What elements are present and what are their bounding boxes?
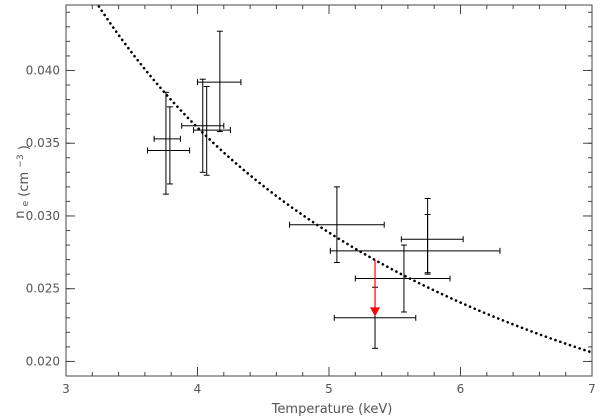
data-point: [153, 106, 181, 185]
y-major-ticks: [66, 69, 592, 362]
x-tick-label: 3: [62, 382, 70, 396]
y-tick-label: 0.025: [26, 282, 60, 296]
error-bars: [147, 30, 501, 349]
upper-limit-marker: [370, 259, 381, 317]
x-tick-labels: 3 4 5 6 7: [62, 382, 596, 396]
data-point: [147, 91, 191, 195]
x-axis-label: Temperature (keV): [271, 402, 393, 417]
plot-frame: [65, 4, 593, 377]
y-axis-label: n e (cm −3 ): [12, 145, 32, 219]
y-axis-label-main: n: [13, 211, 28, 219]
data-point: [400, 198, 464, 275]
x-major-ticks: [65, 5, 593, 376]
y-axis-label-exponent: −3: [16, 154, 26, 167]
x-tick-label: 7: [588, 382, 596, 396]
data-point: [354, 244, 451, 313]
y-tick-label: 0.040: [26, 63, 60, 77]
x-tick-label: 5: [325, 382, 333, 396]
y-axis-label-subscript: e: [21, 200, 31, 206]
upper-limit-arrowhead: [370, 307, 381, 317]
y-tick-label: 0.020: [26, 354, 60, 368]
data-point: [197, 30, 242, 133]
y-tick-label: 0.035: [26, 136, 60, 150]
x-minor-ticks: [65, 5, 593, 376]
data-point: [181, 78, 225, 173]
data-point: [289, 186, 385, 264]
y-minor-ticks: [66, 11, 592, 377]
y-axis-label-unit: (cm: [17, 172, 32, 197]
y-tick-label: 0.030: [26, 209, 60, 223]
x-tick-label: 6: [457, 382, 465, 396]
data-point: [329, 214, 501, 274]
y-tick-labels: 0.020 0.025 0.030 0.035 0.040: [26, 63, 60, 368]
y-axis-label-close: ): [17, 145, 32, 150]
x-tick-label: 4: [194, 382, 202, 396]
fit-curve: [97, 5, 594, 354]
data-point: [193, 85, 231, 176]
